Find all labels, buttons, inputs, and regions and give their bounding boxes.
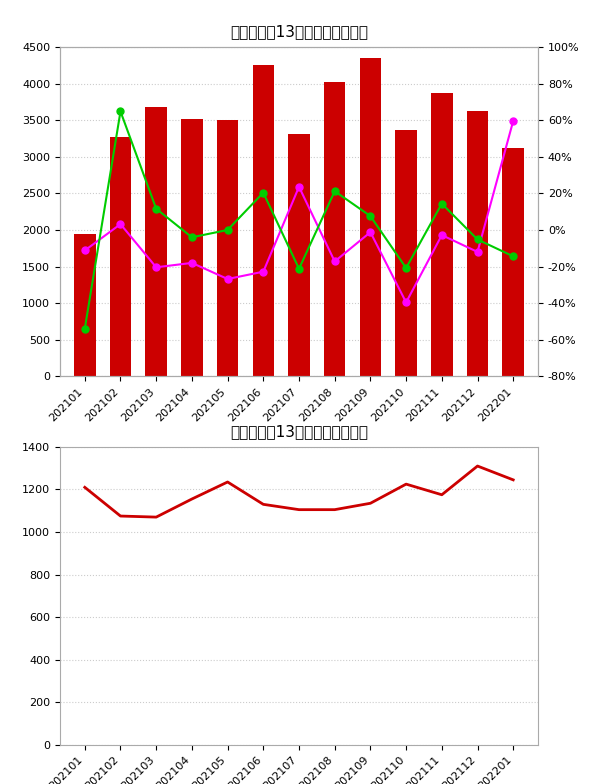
总计	[438, 490, 446, 499]
总计	[509, 475, 517, 485]
Bar	[288, 134, 310, 376]
Legend: 同比, 环比, 总计: 同比, 环比, 总计	[65, 448, 237, 470]
Bar	[467, 111, 488, 376]
总计	[367, 499, 374, 508]
总计	[81, 483, 89, 492]
Bar	[252, 64, 274, 376]
Bar	[395, 130, 417, 376]
Bar	[181, 119, 203, 376]
总计	[402, 480, 410, 489]
总计	[260, 499, 267, 509]
Bar	[502, 148, 524, 376]
Bar	[359, 58, 381, 376]
Bar	[145, 107, 167, 376]
总计	[152, 513, 160, 522]
Title: 俄罗斯过去13个月刚玉进口均价: 俄罗斯过去13个月刚玉进口均价	[230, 424, 368, 439]
Bar	[74, 234, 96, 376]
总计	[188, 494, 196, 503]
总计	[474, 461, 481, 470]
Bar	[431, 93, 453, 376]
总计	[331, 505, 338, 514]
Bar	[217, 120, 239, 376]
总计	[224, 477, 231, 487]
Line: 总计: 总计	[85, 466, 513, 517]
总计	[117, 511, 124, 521]
Bar	[110, 137, 131, 376]
总计	[295, 505, 303, 514]
Title: 俄罗斯过去13个月刚玉进口数量: 俄罗斯过去13个月刚玉进口数量	[230, 24, 368, 39]
Bar	[324, 82, 346, 376]
